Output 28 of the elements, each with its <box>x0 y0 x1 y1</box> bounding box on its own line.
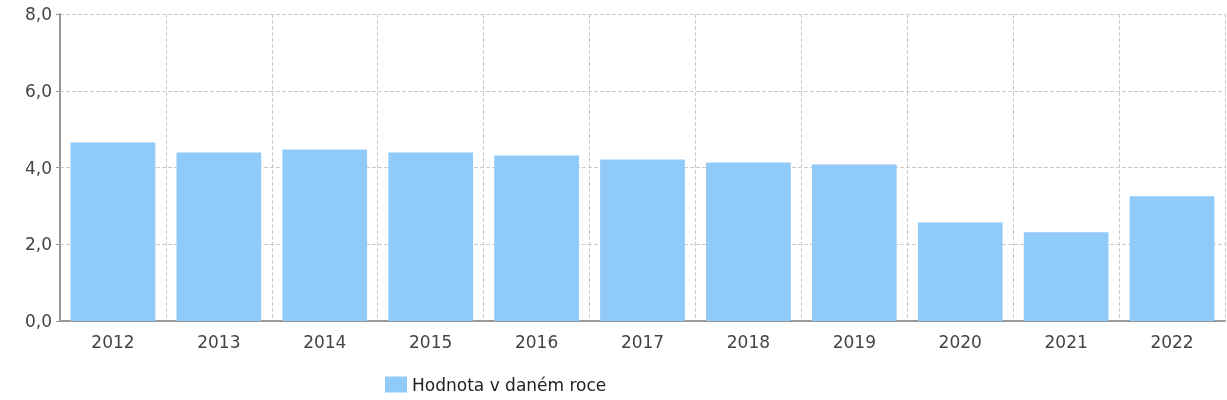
bar <box>70 142 156 321</box>
bar <box>494 155 579 321</box>
legend-label: Hodnota v daném roce <box>412 374 607 395</box>
x-tick-label: 2014 <box>303 331 347 352</box>
bar <box>1129 196 1215 321</box>
bar <box>600 159 685 321</box>
x-tick-label: 2018 <box>726 331 771 352</box>
x-tick-label: 2016 <box>514 331 559 352</box>
x-tick-label: 2019 <box>832 331 876 352</box>
x-tick-label: 2021 <box>1044 331 1088 352</box>
x-tick-label: 2012 <box>91 331 135 352</box>
bar <box>388 152 474 321</box>
y-tick-label: 4,0 <box>24 157 52 178</box>
bar <box>1023 232 1109 321</box>
y-tick-label: 8,0 <box>24 4 52 24</box>
x-tick-label: 2015 <box>409 331 453 352</box>
x-tick-label: 2020 <box>938 331 982 352</box>
x-tick-label: 2017 <box>620 331 665 352</box>
x-tick-label: 2013 <box>197 331 241 352</box>
bar <box>282 149 368 321</box>
bar <box>811 164 897 321</box>
y-tick-label: 6,0 <box>24 80 52 101</box>
x-tick-label: 2022 <box>1150 331 1194 352</box>
y-tick-label: 0,0 <box>24 311 52 331</box>
bar <box>706 162 791 321</box>
bar <box>176 152 262 321</box>
y-tick-label: 2,0 <box>24 234 52 255</box>
bar <box>917 222 1003 321</box>
